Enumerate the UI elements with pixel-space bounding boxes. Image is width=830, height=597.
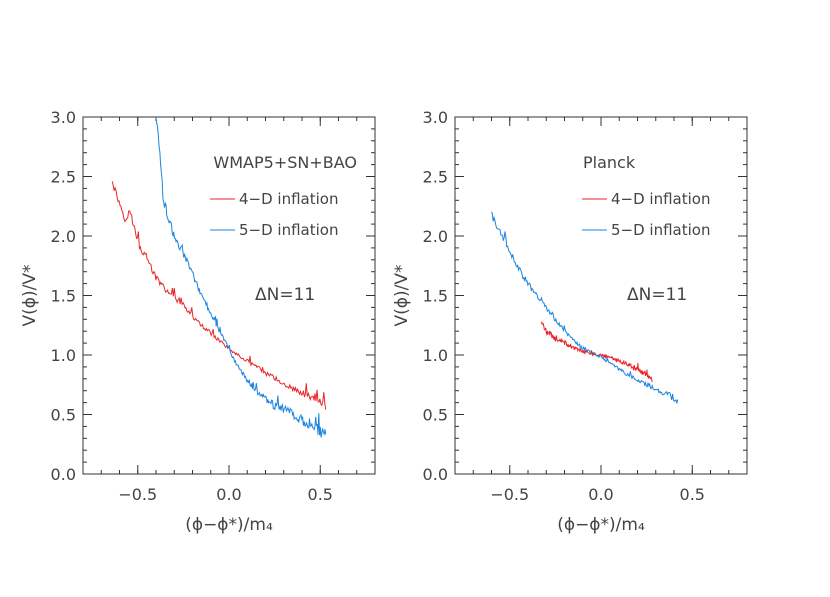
y-tick-label: 3.0 xyxy=(51,108,76,127)
y-tick-label: 2.5 xyxy=(51,168,76,187)
panel-annotation: Planck xyxy=(583,153,636,172)
y-tick-label: 2.0 xyxy=(51,227,76,246)
legend-label: 4−D inflation xyxy=(611,190,710,208)
series-line-4d xyxy=(540,321,653,383)
x-tick-label: 0.0 xyxy=(216,485,241,504)
delta-n-label: ΔN=11 xyxy=(255,285,315,305)
series-line-5d xyxy=(155,116,327,438)
delta-n-label: ΔN=11 xyxy=(627,285,687,305)
chart-panel-1: −0.5 0.0 0.5 0.0 0.5 1.0 1.5 2.0 2.5 3.0 (ϕ−ϕ*)/m₄… xyxy=(20,108,376,535)
y-tick-label: 0.5 xyxy=(51,406,76,425)
y-tick-label: 2.0 xyxy=(423,227,448,246)
x-axis-label: (ϕ−ϕ*)/m₄ xyxy=(185,515,273,535)
legend-label: 5−D inflation xyxy=(239,221,338,239)
x-axis-label: (ϕ−ϕ*)/m₄ xyxy=(557,515,645,535)
panel-annotation: WMAP5+SN+BAO xyxy=(213,153,357,172)
legend-label: 4−D inflation xyxy=(239,190,338,208)
x-tick-label: 0.0 xyxy=(588,485,613,504)
x-tick-label: −0.5 xyxy=(490,485,529,504)
y-tick-label: 1.0 xyxy=(423,346,448,365)
y-axis-label: V(ϕ)/V* xyxy=(392,265,412,327)
y-tick-label: 1.0 xyxy=(51,346,76,365)
y-tick-label: 0.0 xyxy=(423,465,448,484)
x-tick-label: −0.5 xyxy=(118,485,157,504)
x-tick-label: 0.5 xyxy=(680,485,705,504)
y-tick-label: 0.0 xyxy=(51,465,76,484)
y-tick-label: 2.5 xyxy=(423,168,448,187)
x-tick-label: 0.5 xyxy=(308,485,333,504)
y-tick-label: 1.5 xyxy=(423,287,448,306)
series-line-5d xyxy=(491,211,679,404)
y-axis-label: V(ϕ)/V* xyxy=(20,265,40,327)
series-line-4d xyxy=(111,181,327,410)
y-tick-label: 3.0 xyxy=(423,108,448,127)
y-tick-label: 1.5 xyxy=(51,287,76,306)
chart-panel-2: −0.5 0.0 0.5 0.0 0.5 1.0 1.5 2.0 2.5 3.0 (ϕ−ϕ*)/m₄… xyxy=(392,108,748,535)
legend-label: 5−D inflation xyxy=(611,221,710,239)
y-tick-label: 0.5 xyxy=(423,406,448,425)
